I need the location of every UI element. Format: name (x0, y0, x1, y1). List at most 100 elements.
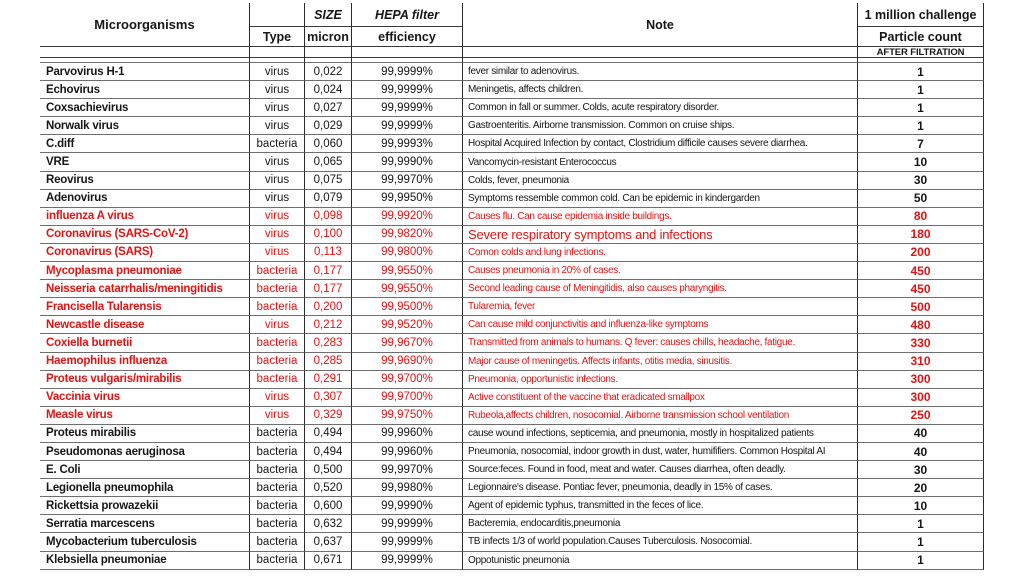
cell-type: bacteria (250, 551, 305, 570)
column-header-micron: micron (305, 27, 352, 47)
cell-type: bacteria (250, 515, 305, 534)
cell-particle-count: 300 (858, 370, 984, 389)
cell-particle-count: 450 (858, 262, 984, 281)
cell-size-micron: 0,029 (305, 117, 352, 136)
cell-type: virus (250, 63, 305, 82)
cell-note: Transmitted from animals to humans. Q fe… (463, 334, 858, 353)
microorganism-table: Microorganisms SIZE HEPA filter Note 1 m… (40, 3, 984, 570)
cell-particle-count: 40 (858, 442, 984, 462)
cell-particle-count: 1 (858, 515, 984, 534)
cell-type: bacteria (250, 479, 305, 498)
cell-particle-count: 500 (858, 298, 984, 317)
cell-note: Colds, fever, pneumonia (463, 171, 858, 190)
cell-note: Common in fall or summer. Colds, acute r… (463, 99, 858, 118)
cell-note: Pneumonia, opportunistic infections. (463, 370, 858, 389)
cell-particle-count: 20 (858, 479, 984, 498)
cell-size-micron: 0,494 (305, 424, 352, 443)
cell-hepa-efficiency: 99,9999% (352, 99, 463, 118)
cell-microorganism-name: Proteus mirabilis (40, 424, 250, 443)
cell-hepa-efficiency: 99,9800% (352, 243, 463, 263)
cell-note: Major cause of meningetis. Affects infan… (463, 352, 858, 371)
cell-microorganism-name: Reovirus (40, 171, 250, 190)
cell-note: Legionnaire's disease. Pontiac fever, pn… (463, 479, 858, 498)
cell-type: bacteria (250, 135, 305, 154)
cell-note: Gastroenteritis. Airborne transmission. … (463, 117, 858, 136)
cell-size-micron: 0,600 (305, 497, 352, 516)
cell-size-micron: 0,307 (305, 388, 352, 407)
cell-hepa-efficiency: 99,9700% (352, 388, 463, 407)
cell-hepa-efficiency: 99,9550% (352, 280, 463, 299)
cell-particle-count: 1 (858, 99, 984, 118)
cell-particle-count: 450 (858, 280, 984, 299)
cell-hepa-efficiency: 99,9950% (352, 189, 463, 208)
cell-microorganism-name: Echovirus (40, 81, 250, 100)
cell-note: Second leading cause of Meningitidis, al… (463, 280, 858, 299)
cell-microorganism-name: Measle virus (40, 406, 250, 425)
cell-size-micron: 0,329 (305, 406, 352, 425)
cell-size-micron: 0,520 (305, 479, 352, 498)
cell-particle-count: 30 (858, 461, 984, 480)
cell-particle-count: 180 (858, 225, 984, 244)
cell-note: Symptoms ressemble common cold. Can be e… (463, 189, 858, 208)
cell-microorganism-name: Newcastle disease (40, 316, 250, 335)
header-gap-spacer (40, 58, 250, 63)
cell-hepa-efficiency: 99,9970% (352, 461, 463, 480)
cell-note: Source:feces. Found in food, meat and wa… (463, 461, 858, 480)
cell-particle-count: 330 (858, 334, 984, 353)
cell-particle-count: 480 (858, 316, 984, 335)
cell-note: Agent of epidemic typhus, transmitted in… (463, 497, 858, 516)
cell-hepa-efficiency: 99,9520% (352, 316, 463, 335)
column-header-hepa-filter: HEPA filter (352, 3, 463, 27)
cell-hepa-efficiency: 99,9999% (352, 533, 463, 552)
cell-microorganism-name: Parvovirus H-1 (40, 63, 250, 82)
cell-hepa-efficiency: 99,9999% (352, 117, 463, 136)
cell-note: Active constituent of the vaccine that e… (463, 388, 858, 407)
cell-note: Meningetis, affects children. (463, 81, 858, 100)
cell-particle-count: 1 (858, 81, 984, 100)
cell-size-micron: 0,113 (305, 243, 352, 263)
cell-size-micron: 0,065 (305, 153, 352, 172)
cell-microorganism-name: Mycoplasma pneumoniae (40, 262, 250, 281)
cell-particle-count: 1 (858, 551, 984, 570)
cell-note: Pneumonia, nosocomial, indoor growth in … (463, 442, 858, 462)
cell-hepa-efficiency: 99,9999% (352, 63, 463, 82)
header-gap-spacer (858, 58, 984, 63)
cell-type: virus (250, 189, 305, 208)
cell-microorganism-name: C.diff (40, 135, 250, 154)
cell-type: virus (250, 243, 305, 263)
cell-microorganism-name: Coronavirus (SARS-CoV-2) (40, 225, 250, 244)
cell-note: Bacteremia, endocarditis,pneumonia (463, 515, 858, 534)
cell-microorganism-name: Coxsachievirus (40, 99, 250, 118)
header-thin-spacer (463, 47, 858, 58)
header-gap-spacer (463, 58, 858, 63)
cell-particle-count: 300 (858, 388, 984, 407)
column-header-after-filtration: AFTER FILTRATION (858, 47, 984, 58)
header-thin-spacer (305, 47, 352, 58)
cell-size-micron: 0,024 (305, 81, 352, 100)
cell-type: virus (250, 153, 305, 172)
cell-type: virus (250, 406, 305, 425)
cell-size-micron: 0,637 (305, 533, 352, 552)
cell-type: bacteria (250, 442, 305, 462)
cell-hepa-efficiency: 99,9960% (352, 424, 463, 443)
header-thin-spacer (40, 47, 250, 58)
cell-size-micron: 0,100 (305, 225, 352, 244)
cell-hepa-efficiency: 99,9970% (352, 171, 463, 190)
cell-size-micron: 0,177 (305, 262, 352, 281)
cell-size-micron: 0,494 (305, 442, 352, 462)
cell-microorganism-name: influenza A virus (40, 207, 250, 226)
cell-particle-count: 1 (858, 117, 984, 136)
cell-size-micron: 0,177 (305, 280, 352, 299)
cell-hepa-efficiency: 99,9980% (352, 479, 463, 498)
cell-note: Can cause mild conjunctivitis and influe… (463, 316, 858, 335)
column-header-microorganisms: Microorganisms (40, 3, 250, 47)
header-gap-spacer (352, 58, 463, 63)
cell-microorganism-name: Klebsiella pneumoniae (40, 551, 250, 570)
cell-hepa-efficiency: 99,9700% (352, 370, 463, 389)
header-gap-spacer (305, 58, 352, 63)
cell-size-micron: 0,500 (305, 461, 352, 480)
cell-size-micron: 0,200 (305, 298, 352, 317)
cell-particle-count: 1 (858, 533, 984, 552)
cell-size-micron: 0,022 (305, 63, 352, 82)
